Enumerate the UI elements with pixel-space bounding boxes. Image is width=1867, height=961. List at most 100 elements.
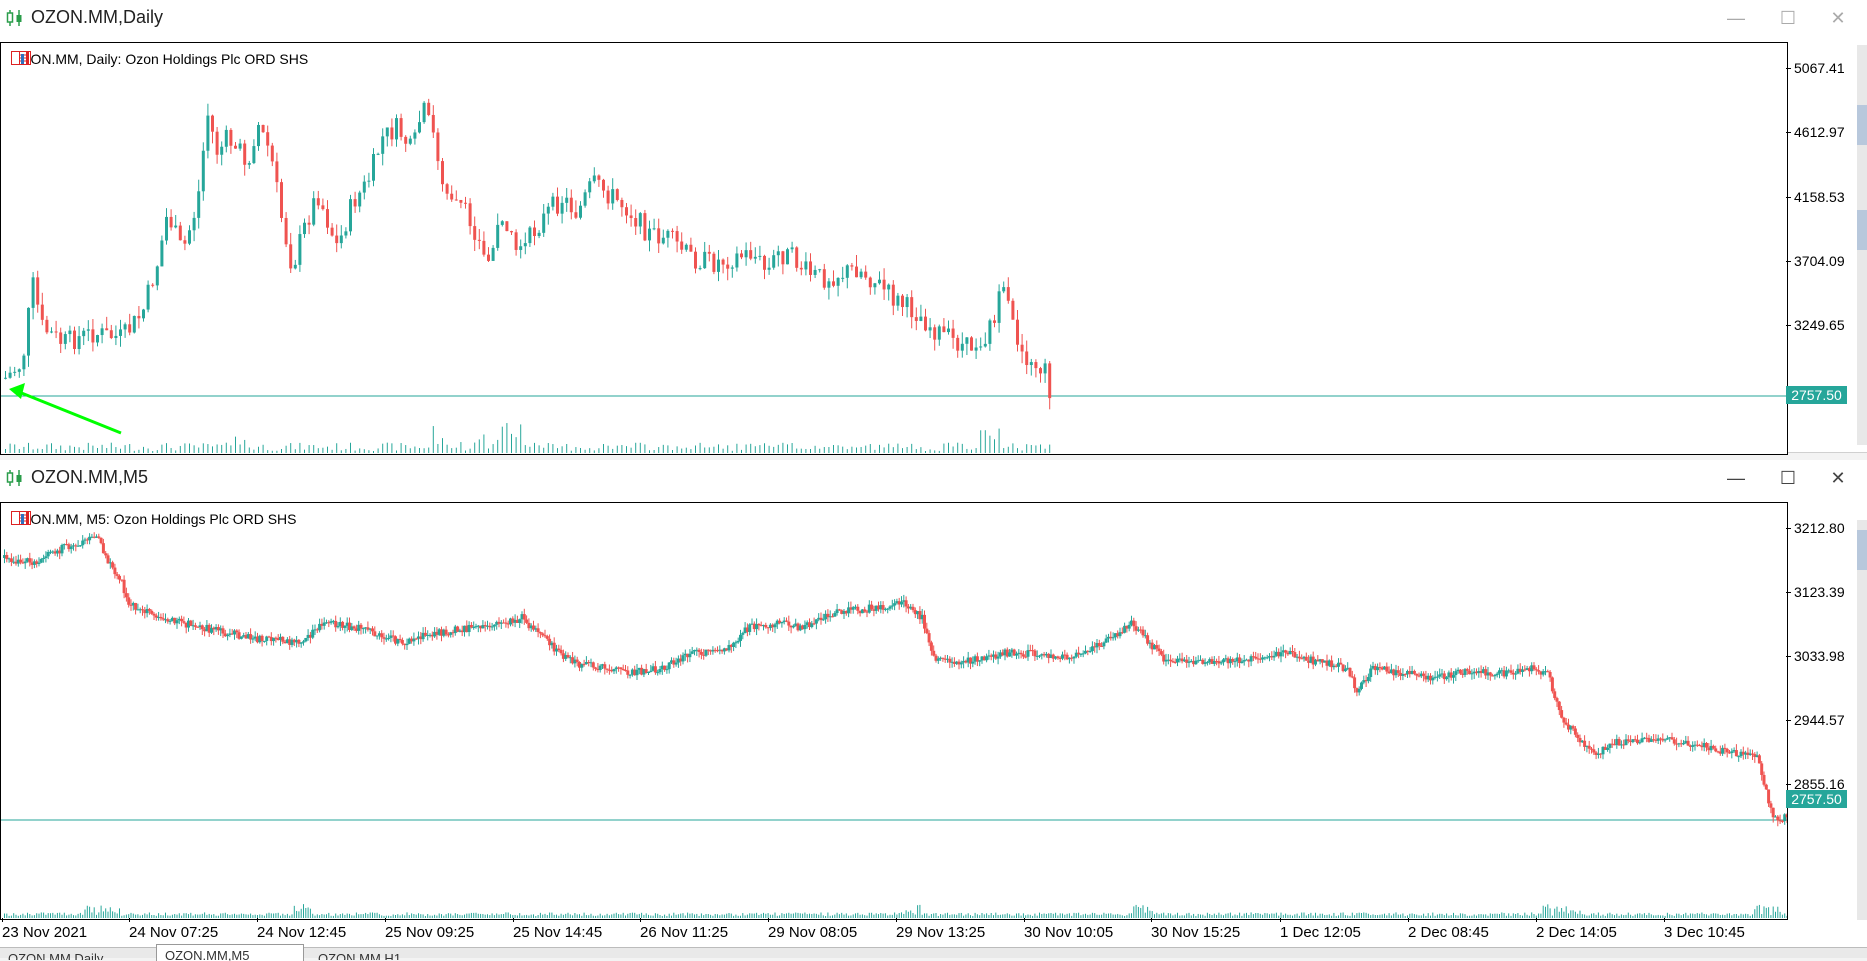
candle-body [1143, 635, 1147, 637]
candle-body [810, 623, 814, 628]
candle-body [789, 625, 793, 628]
candle-body [637, 667, 641, 670]
candle-body [1548, 671, 1552, 678]
candle-body [951, 328, 955, 338]
daily-title-bar[interactable]: OZON.MM,Daily — ☐ ✕ [0, 0, 1867, 36]
time-axis-label: 24 Nov 12:45 [257, 924, 347, 941]
candle-body [398, 638, 402, 641]
candle-body [744, 250, 748, 258]
candle-body [1025, 351, 1029, 366]
m5-chart-area[interactable]: OZON.MM, M5: Ozon Holdings Plc ORD SHS [0, 502, 1788, 920]
m5-scrollbar[interactable] [1857, 520, 1867, 920]
close-button[interactable]: ✕ [1830, 467, 1846, 488]
candle-body [795, 247, 799, 268]
candle-body [522, 614, 526, 620]
candle-body [1571, 726, 1575, 729]
daily-price-scale[interactable]: 5067.41 4612.97 4158.53 3704.09 3249.65 2757… [1786, 42, 1856, 453]
tab-m5[interactable]: OZON.MM,M5 [156, 944, 304, 961]
m5-time-axis[interactable]: 23 Nov 2021 24 Nov 07:25 24 Nov 12:45 25 No… [0, 918, 1786, 946]
candle-body [1633, 739, 1637, 741]
candle-body [1458, 669, 1462, 674]
candle-body [1431, 677, 1435, 681]
candle-body [1762, 774, 1766, 785]
candle-body [111, 562, 115, 568]
candle-body [556, 196, 559, 214]
candle-body [352, 626, 356, 629]
candle-body [803, 624, 807, 630]
candle-body [1307, 660, 1311, 663]
daily-scrollbar[interactable] [1857, 45, 1867, 445]
close-button[interactable]: ✕ [1830, 7, 1846, 28]
candle-body [1544, 671, 1547, 673]
candle-body [1254, 656, 1258, 659]
candle-body [1695, 744, 1699, 746]
candle-body [97, 536, 101, 538]
candle-body [771, 624, 775, 628]
candle-body [118, 575, 121, 580]
daily-chart-area[interactable]: OZON.MM, Daily: Ozon Holdings Plc ORD SH… [0, 42, 1788, 455]
candle-body [261, 124, 265, 133]
tab-h1[interactable]: OZON.MM,H1 [318, 951, 402, 960]
candle-body [387, 637, 391, 639]
candle-body [1065, 654, 1069, 660]
candle-body [1077, 652, 1081, 655]
candle-body [1125, 625, 1129, 629]
candle-body [1468, 670, 1472, 675]
m5-price-scale[interactable]: 3212.80 3123.39 3033.98 2944.57 2855.16 2757… [1786, 502, 1856, 918]
candle-body [812, 623, 816, 625]
candle-body [805, 622, 809, 625]
candle-body [105, 328, 109, 331]
chart-properties-icon[interactable] [11, 51, 31, 65]
candle-body [718, 649, 722, 651]
time-axis-label: 25 Nov 14:45 [513, 924, 603, 941]
candle-body [1534, 669, 1538, 671]
candle-body [169, 216, 173, 228]
candle-body [187, 620, 190, 628]
candle-body [147, 608, 151, 611]
candle-body [220, 146, 224, 155]
candle-body [1095, 643, 1099, 648]
candle-body [327, 622, 331, 624]
candle-body [1034, 362, 1038, 369]
candle-body [720, 649, 724, 652]
candle-body [100, 328, 104, 336]
candle-body [307, 222, 311, 225]
candle-body [1090, 646, 1094, 651]
candle-body [1010, 649, 1014, 653]
candle-body [1587, 745, 1591, 749]
candle-body [561, 653, 565, 659]
candle-body [523, 243, 527, 247]
candle-body [445, 184, 449, 194]
candle-body [597, 175, 601, 180]
candle-body [873, 283, 877, 288]
candle-body [17, 369, 21, 372]
candlestick-icon [6, 10, 22, 26]
minimize-button[interactable]: — [1727, 467, 1745, 488]
candle-body [886, 608, 890, 610]
chart-properties-icon[interactable] [11, 511, 31, 525]
m5-title-bar[interactable]: OZON.MM,M5 — ☐ ✕ [0, 460, 1867, 496]
maximize-button[interactable]: ☐ [1779, 467, 1797, 488]
candle-body [1309, 656, 1313, 663]
candle-body [50, 331, 53, 333]
daily-scroll-thumb[interactable] [1857, 105, 1867, 145]
candle-body [872, 609, 876, 611]
candle-body [1562, 717, 1566, 723]
m5-scroll-thumb[interactable] [1857, 530, 1867, 570]
candle-body [127, 597, 131, 605]
candle-body [801, 625, 805, 630]
candle-body [837, 609, 841, 611]
annotation-arrow-head [9, 383, 25, 399]
candle-body [943, 658, 947, 660]
candle-body [739, 634, 742, 641]
minimize-button[interactable]: — [1727, 7, 1745, 28]
candle-body [165, 216, 168, 241]
candle-body [55, 550, 59, 554]
daily-scroll-thumb-2[interactable] [1857, 210, 1867, 250]
m5-price-label: 2855.16 [1794, 776, 1845, 792]
candle-body [900, 601, 903, 605]
tab-daily[interactable]: OZON.MM,Daily [8, 951, 104, 960]
candle-body [389, 635, 393, 638]
candle-body [1502, 670, 1506, 677]
maximize-button[interactable]: ☐ [1779, 7, 1797, 28]
